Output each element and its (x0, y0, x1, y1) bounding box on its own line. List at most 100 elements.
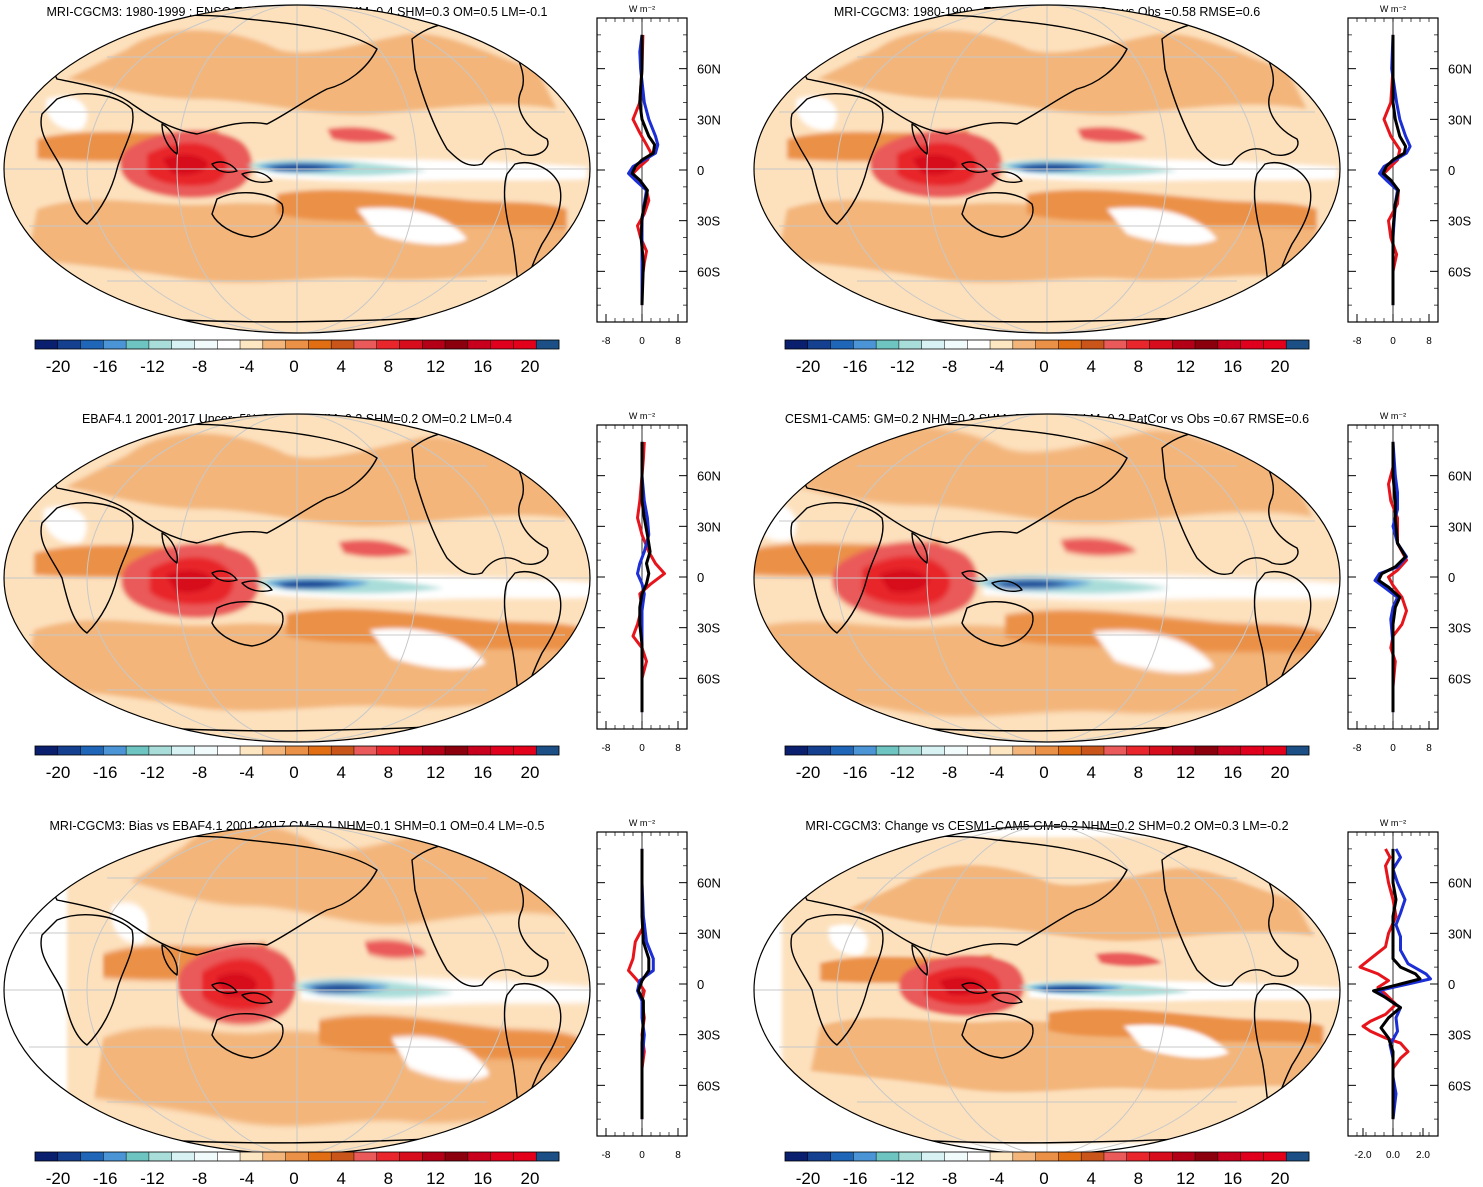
profile-series-line (636, 848, 651, 1120)
colorbar-swatch (853, 1152, 877, 1161)
colorbar-swatch (536, 1152, 560, 1161)
colorbar-tick-label: -8 (942, 763, 957, 782)
colorbar-tick-label: -4 (239, 357, 254, 376)
colorbar-swatch (898, 1152, 922, 1161)
colorbar-swatch (1126, 746, 1150, 755)
colorbar-swatch (57, 746, 81, 755)
colorbar-swatch (785, 1152, 809, 1161)
colorbar-tick-label: -20 (46, 1169, 71, 1187)
map-field (66, 826, 590, 1154)
colorbar-swatch (990, 340, 1014, 349)
colorbar-swatch (331, 1152, 355, 1161)
colorbar-swatch (1058, 340, 1082, 349)
colorbar-swatch (376, 746, 400, 755)
colorbar-swatch (1263, 746, 1287, 755)
map-border (3, 413, 591, 743)
profile-unit-label: W m⁻² (629, 818, 655, 828)
colorbar-swatch (285, 1152, 309, 1161)
colorbar-swatch (285, 340, 309, 349)
colorbar-swatch (240, 340, 264, 349)
profile-lat-tick-label: 30N (697, 112, 721, 127)
colorbar-swatch (262, 1152, 286, 1161)
colorbar-swatch (331, 340, 355, 349)
colorbar-swatch (399, 746, 423, 755)
profile-lat-tick-label: 60S (697, 1078, 720, 1093)
profile-series-line (630, 34, 657, 306)
profile-lat-tick-label: 60S (1448, 264, 1471, 279)
colorbar-swatch (171, 340, 195, 349)
colorbar-swatch (285, 746, 309, 755)
colorbar-swatch (1081, 340, 1105, 349)
map-border (3, 4, 591, 334)
colorbar-swatch (1081, 1152, 1105, 1161)
colorbar-swatch (1081, 746, 1105, 755)
colorbar-swatch (240, 746, 264, 755)
profile-series-line (1381, 34, 1408, 306)
profile-unit-label: W m⁻² (629, 4, 655, 14)
colorbar-swatch (807, 746, 831, 755)
map (3, 413, 591, 743)
colorbar-tick-label: 4 (1086, 763, 1095, 782)
colorbar-swatch (148, 746, 172, 755)
colorbar-swatch (490, 746, 514, 755)
colorbar: -20 -16 -12 -8 -4 0 4 8 12 16 20 (784, 339, 1310, 376)
colorbar-tick-label: -4 (989, 763, 1004, 782)
colorbar-tick-label: 12 (426, 763, 445, 782)
colorbar-swatch (126, 746, 150, 755)
colorbar-swatch (445, 340, 469, 349)
colorbar-swatch (262, 746, 286, 755)
colorbar-swatch (830, 340, 854, 349)
colorbar: -20 -16 -12 -8 -4 0 4 8 12 16 20 (34, 339, 560, 376)
profile-lat-tick-label: 0 (1448, 570, 1455, 585)
colorbar-tick-label: -16 (93, 763, 118, 782)
colorbar-swatch (1286, 1152, 1310, 1161)
colorbar-swatch (785, 746, 809, 755)
map (753, 413, 1341, 743)
profile-lat-tick-label: 30S (697, 621, 720, 636)
colorbar-swatch (1195, 1152, 1219, 1161)
colorbar-tick-label: 8 (384, 763, 393, 782)
colorbar-tick-label: 20 (521, 1169, 540, 1187)
profile-lat-tick-label: 30S (1448, 621, 1471, 636)
colorbar-swatch (1240, 340, 1264, 349)
colorbar-tick-label: -12 (890, 1169, 915, 1187)
colorbar-swatch (944, 340, 968, 349)
profile-lat-tick-label: 60N (697, 876, 721, 891)
profile-series-line (1377, 441, 1408, 713)
panel-4: CESM1-CAM5: GM=0.2 NHM=0.3 SHM=0.1 OM=0.… (753, 411, 1472, 782)
map-border (753, 413, 1341, 743)
colorbar-swatch (921, 340, 945, 349)
colorbar-swatch (331, 746, 355, 755)
colorbar-tick-label: 8 (1134, 357, 1143, 376)
map-field (754, 414, 1340, 742)
colorbar-tick-label: 4 (336, 1169, 345, 1187)
profile-lat-tick-label: 30S (697, 1028, 720, 1043)
colorbar-swatch (1240, 746, 1264, 755)
colorbar-tick-label: -4 (989, 1169, 1004, 1187)
colorbar-swatch (1035, 746, 1059, 755)
map (3, 4, 591, 334)
zonal-profile: W m⁻² -8 0 8 60N 30N 0 30S 60S (596, 411, 721, 754)
colorbar-tick-label: 16 (473, 357, 492, 376)
colorbar-tick-label: -16 (843, 1169, 868, 1187)
colorbar-swatch (194, 1152, 218, 1161)
colorbar-swatch (353, 340, 378, 349)
colorbar-swatch (1149, 746, 1173, 755)
panel-5: MRI-CGCM3: Bias vs EBAF4.1 2001-2017 GM=… (3, 818, 721, 1187)
colorbar-swatch (921, 1152, 945, 1161)
colorbar-swatch (126, 340, 150, 349)
colorbar-swatch (422, 1152, 446, 1161)
colorbar-swatch (35, 746, 59, 755)
colorbar-swatch (944, 1152, 968, 1161)
colorbar-tick-label: -16 (93, 1169, 118, 1187)
profile-lat-tick-label: 60N (697, 62, 721, 77)
colorbar-tick-label: 16 (1223, 763, 1242, 782)
profile-lat-tick-label: 30S (1448, 1028, 1471, 1043)
colorbar-swatch (830, 1152, 854, 1161)
profile-unit-label: W m⁻² (1380, 4, 1406, 14)
panel-6: MRI-CGCM3: Change vs CESM1-CAM5 GM=0.2 N… (753, 818, 1472, 1187)
colorbar-swatch (467, 340, 491, 349)
colorbar-swatch (80, 1152, 104, 1161)
colorbar-tick-label: -8 (942, 357, 957, 376)
colorbar: -20 -16 -12 -8 -4 0 4 8 12 16 20 (784, 1151, 1310, 1187)
